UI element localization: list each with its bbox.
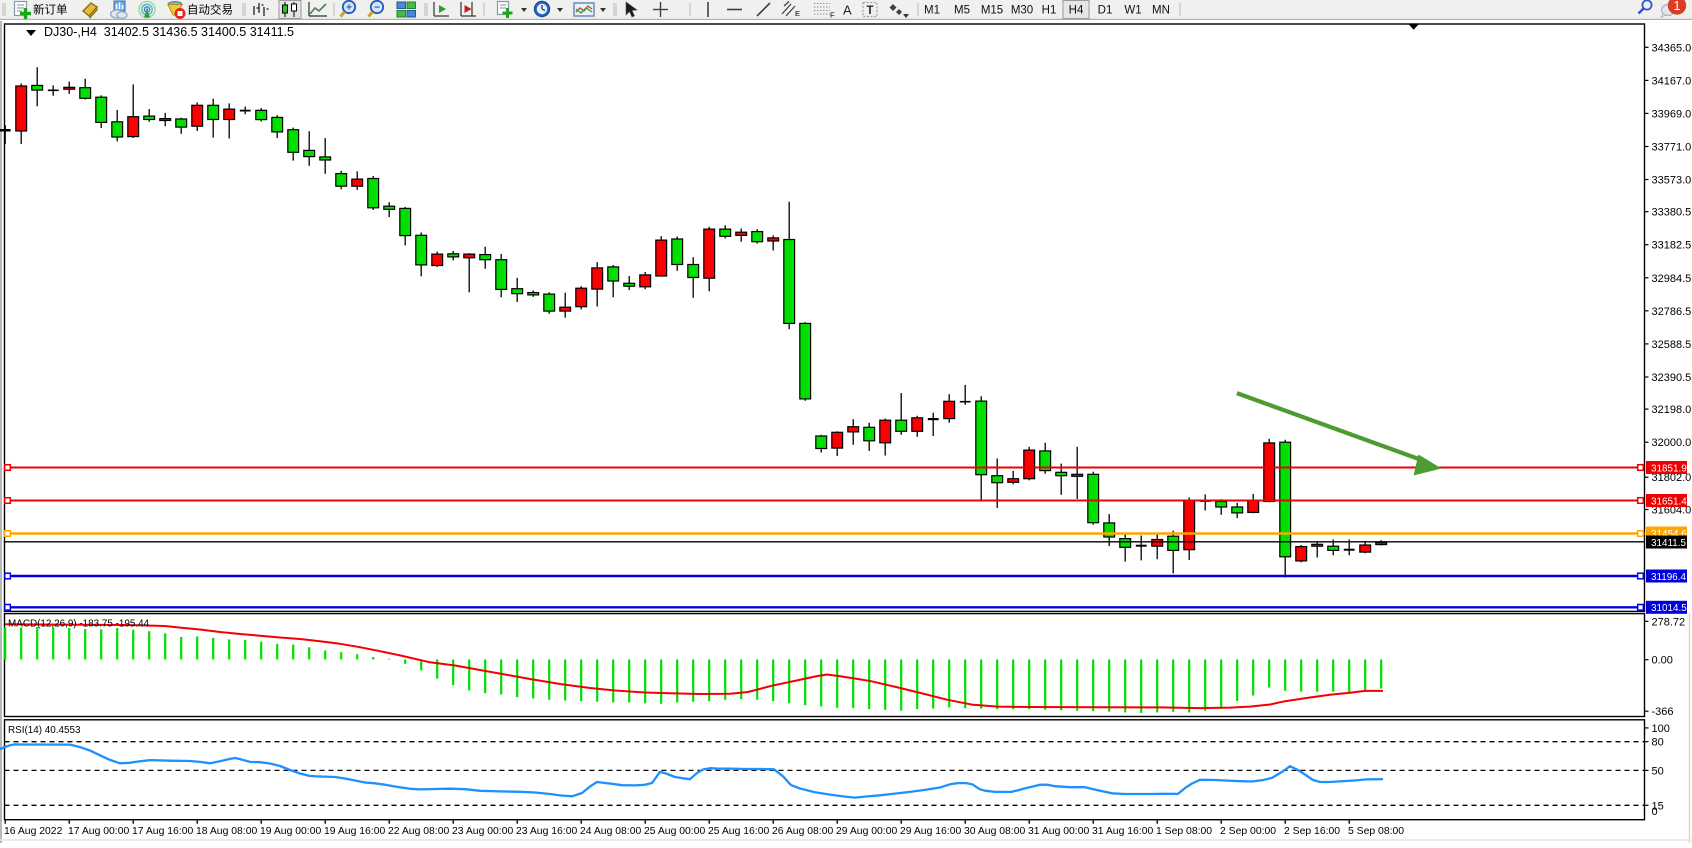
svg-text:DJ30-,H4 31402.5 31436.5 3140: DJ30-,H4 31402.5 31436.5 31400.5 31411.5 (44, 25, 294, 39)
svg-text:F: F (830, 11, 835, 20)
svg-text:50: 50 (1652, 765, 1664, 777)
svg-text:31454.6: 31454.6 (1651, 529, 1687, 540)
svg-text:32984.5: 32984.5 (1652, 273, 1692, 285)
svg-text:22 Aug 08:00: 22 Aug 08:00 (388, 826, 449, 837)
svg-text:H4: H4 (1069, 5, 1084, 17)
svg-text:34365.0: 34365.0 (1652, 42, 1692, 54)
svg-text:16 Aug 2022: 16 Aug 2022 (4, 826, 63, 837)
svg-text:19 Aug 00:00: 19 Aug 00:00 (260, 826, 321, 837)
svg-text:T: T (867, 5, 874, 17)
svg-text:+: + (346, 3, 352, 14)
svg-text:0.00: 0.00 (1652, 655, 1673, 667)
svg-text:31014.5: 31014.5 (1651, 603, 1687, 614)
svg-text:80: 80 (1652, 737, 1664, 749)
svg-text:32390.5: 32390.5 (1652, 372, 1692, 384)
svg-text:31411.5: 31411.5 (1651, 538, 1686, 549)
svg-text:31851.9: 31851.9 (1651, 463, 1687, 474)
svg-text:29 Aug 00:00: 29 Aug 00:00 (836, 826, 897, 837)
svg-text:100: 100 (1652, 723, 1670, 735)
svg-text:29 Aug 16:00: 29 Aug 16:00 (900, 826, 961, 837)
svg-text:31651.4: 31651.4 (1651, 496, 1687, 507)
svg-text:26 Aug 08:00: 26 Aug 08:00 (772, 826, 833, 837)
svg-text:0: 0 (1652, 806, 1658, 818)
svg-text:32588.5: 32588.5 (1652, 339, 1692, 351)
svg-text:32786.5: 32786.5 (1652, 306, 1692, 318)
svg-text:E: E (795, 9, 800, 18)
svg-text:新订单: 新订单 (33, 3, 68, 17)
svg-text:-366: -366 (1652, 706, 1674, 718)
svg-text:5 Sep 08:00: 5 Sep 08:00 (1348, 826, 1404, 837)
svg-text:18 Aug 08:00: 18 Aug 08:00 (196, 826, 257, 837)
svg-text:34167.0: 34167.0 (1652, 75, 1692, 87)
svg-text:2 Sep 00:00: 2 Sep 00:00 (1220, 826, 1276, 837)
svg-text:−: − (374, 3, 380, 14)
svg-text:24 Aug 08:00: 24 Aug 08:00 (580, 826, 641, 837)
svg-text:31 Aug 16:00: 31 Aug 16:00 (1092, 826, 1153, 837)
svg-text:自动交易: 自动交易 (187, 3, 233, 17)
svg-text:278.72: 278.72 (1652, 616, 1686, 628)
svg-text:M5: M5 (954, 5, 970, 17)
svg-text:33182.5: 33182.5 (1652, 240, 1692, 252)
svg-text:33969.0: 33969.0 (1652, 108, 1692, 120)
svg-text:33573.0: 33573.0 (1652, 175, 1692, 187)
svg-text:33380.5: 33380.5 (1652, 207, 1692, 219)
svg-text:25 Aug 16:00: 25 Aug 16:00 (708, 826, 769, 837)
svg-text:30 Aug 08:00: 30 Aug 08:00 (964, 826, 1025, 837)
svg-text:31196.4: 31196.4 (1651, 572, 1686, 583)
svg-text:M15: M15 (981, 5, 1003, 17)
svg-text:1: 1 (1673, 0, 1680, 13)
svg-text:MN: MN (1152, 5, 1170, 17)
svg-text:RSI(14) 40.4553: RSI(14) 40.4553 (8, 725, 81, 736)
svg-text:MACD(12,26,9) -183.75 -195.44: MACD(12,26,9) -183.75 -195.44 (8, 619, 150, 630)
svg-text:W1: W1 (1124, 5, 1141, 17)
svg-text:17 Aug 00:00: 17 Aug 00:00 (68, 826, 129, 837)
svg-text:25 Aug 00:00: 25 Aug 00:00 (644, 826, 705, 837)
svg-text:23 Aug 16:00: 23 Aug 16:00 (516, 826, 577, 837)
svg-text:23 Aug 00:00: 23 Aug 00:00 (452, 826, 513, 837)
svg-text:31 Aug 00:00: 31 Aug 00:00 (1028, 826, 1089, 837)
svg-text:A: A (843, 3, 852, 18)
svg-text:19 Aug 16:00: 19 Aug 16:00 (324, 826, 385, 837)
svg-text:H1: H1 (1042, 5, 1057, 17)
svg-text:32000.0: 32000.0 (1652, 437, 1692, 449)
svg-text:M1: M1 (924, 5, 940, 17)
svg-text:31604.0: 31604.0 (1652, 505, 1692, 517)
svg-text:D1: D1 (1098, 5, 1113, 17)
svg-text:2 Sep 16:00: 2 Sep 16:00 (1284, 826, 1340, 837)
svg-text:17 Aug 16:00: 17 Aug 16:00 (132, 826, 193, 837)
svg-text:33771.0: 33771.0 (1652, 142, 1692, 154)
svg-text:31802.0: 31802.0 (1652, 472, 1692, 484)
svg-text:32198.0: 32198.0 (1652, 404, 1692, 416)
svg-text:15: 15 (1652, 800, 1664, 812)
svg-text:M30: M30 (1011, 5, 1033, 17)
svg-text:1 Sep 08:00: 1 Sep 08:00 (1156, 826, 1212, 837)
